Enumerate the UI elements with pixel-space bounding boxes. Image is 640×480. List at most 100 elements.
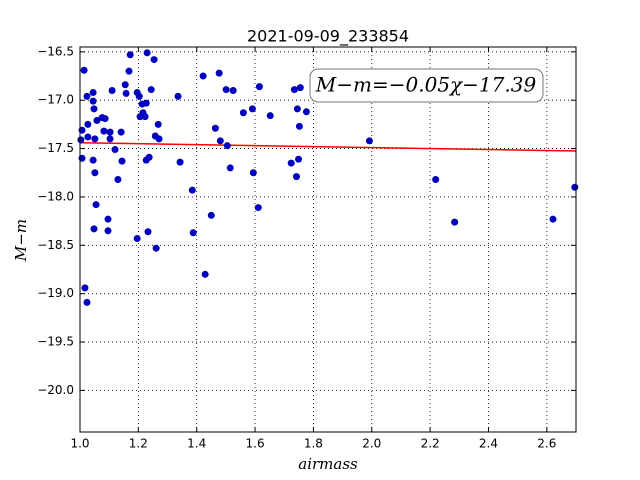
- annotation-box: [309, 68, 544, 103]
- data-point: [89, 156, 97, 164]
- y-tick-label: −20.0: [37, 383, 74, 397]
- data-point: [90, 105, 98, 113]
- data-point: [211, 124, 219, 132]
- data-point: [249, 169, 257, 177]
- fit-line: [79, 142, 577, 152]
- data-point: [117, 128, 125, 136]
- data-point: [189, 229, 197, 237]
- data-point: [118, 157, 126, 165]
- data-point: [104, 227, 112, 235]
- x-tick-label: 2.6: [537, 437, 556, 451]
- data-point: [229, 87, 237, 95]
- x-tick-label: 2.4: [479, 437, 498, 451]
- y-axis-label: M−m: [12, 219, 30, 262]
- data-point: [295, 122, 303, 130]
- data-point: [141, 113, 149, 121]
- data-point: [91, 169, 99, 177]
- data-point: [142, 99, 150, 107]
- data-point: [432, 176, 440, 184]
- data-point: [155, 135, 163, 143]
- data-point: [126, 51, 134, 59]
- data-point: [84, 133, 92, 141]
- data-point: [104, 215, 112, 223]
- data-point: [223, 142, 231, 150]
- data-point: [83, 298, 91, 306]
- data-point: [215, 69, 223, 77]
- x-tick-label: 1.0: [70, 437, 89, 451]
- data-point: [143, 49, 151, 57]
- data-point: [89, 88, 97, 96]
- annotation: M−m=−0.05χ−17.39: [315, 73, 537, 97]
- data-point: [188, 186, 196, 194]
- data-point: [292, 173, 300, 181]
- data-point: [302, 108, 310, 116]
- data-point: [295, 155, 303, 163]
- x-tick-label: 2.0: [362, 437, 381, 451]
- y-tick-label: −16.5: [37, 44, 74, 58]
- data-point: [152, 244, 160, 252]
- y-tick-label: −17.5: [37, 141, 74, 155]
- data-point: [293, 105, 301, 113]
- data-point: [90, 225, 98, 233]
- data-point: [84, 120, 92, 128]
- data-point: [122, 89, 130, 97]
- data-point: [255, 83, 263, 91]
- data-point: [93, 117, 101, 125]
- data-point: [222, 86, 230, 94]
- y-tick-label: −17.0: [37, 93, 74, 107]
- data-point: [290, 86, 298, 94]
- data-point: [135, 92, 143, 100]
- x-tick-label: 1.2: [129, 437, 148, 451]
- data-point: [451, 218, 459, 226]
- y-tick-label: −19.0: [37, 286, 74, 300]
- data-point: [81, 284, 89, 292]
- data-point: [216, 137, 224, 145]
- axes-frame: [79, 46, 577, 433]
- data-point: [144, 228, 152, 236]
- data-point: [125, 67, 133, 75]
- data-point: [108, 87, 116, 95]
- data-point: [150, 56, 158, 64]
- x-tick-label: 1.4: [187, 437, 206, 451]
- x-tick-label: 2.2: [421, 437, 440, 451]
- data-point: [101, 115, 109, 123]
- chart-title: 2021-09-09_233854: [247, 27, 409, 47]
- y-tick-label: −19.5: [37, 335, 74, 349]
- plot-area: −16.5 −17.0 −17.5 −18.0 −18.5 −19.0 −19.5 −20.0…: [37, 44, 579, 451]
- data-point: [174, 92, 182, 100]
- data-point: [111, 146, 119, 154]
- data-point: [207, 211, 215, 219]
- data-point: [226, 164, 234, 172]
- x-axis-label: airmass: [298, 455, 358, 473]
- data-point: [287, 159, 295, 167]
- data-point: [106, 128, 114, 136]
- data-point: [91, 135, 99, 143]
- data-point: [80, 66, 88, 74]
- data-point: [106, 135, 114, 143]
- data-point: [266, 112, 274, 120]
- data-point: [571, 183, 579, 191]
- data-point: [77, 136, 85, 144]
- x-tick-label: 1.8: [304, 437, 323, 451]
- data-point: [114, 176, 122, 184]
- x-tick-label: 1.6: [246, 437, 265, 451]
- data-point: [121, 81, 129, 89]
- data-point: [248, 105, 256, 113]
- data-point: [83, 92, 91, 100]
- data-point: [365, 137, 373, 145]
- data-point: [147, 86, 155, 94]
- y-tick-label: −18.5: [37, 238, 74, 252]
- data-point: [254, 204, 262, 212]
- data-point: [176, 158, 184, 166]
- data-point: [92, 201, 100, 209]
- data-point: [296, 84, 304, 92]
- data-point: [154, 120, 162, 128]
- data-point: [100, 127, 108, 135]
- data-point: [549, 215, 557, 223]
- data-point: [145, 153, 153, 161]
- data-point: [201, 270, 209, 278]
- data-point: [133, 235, 141, 243]
- y-tick-label: −18.0: [37, 189, 74, 203]
- data-point: [239, 109, 247, 117]
